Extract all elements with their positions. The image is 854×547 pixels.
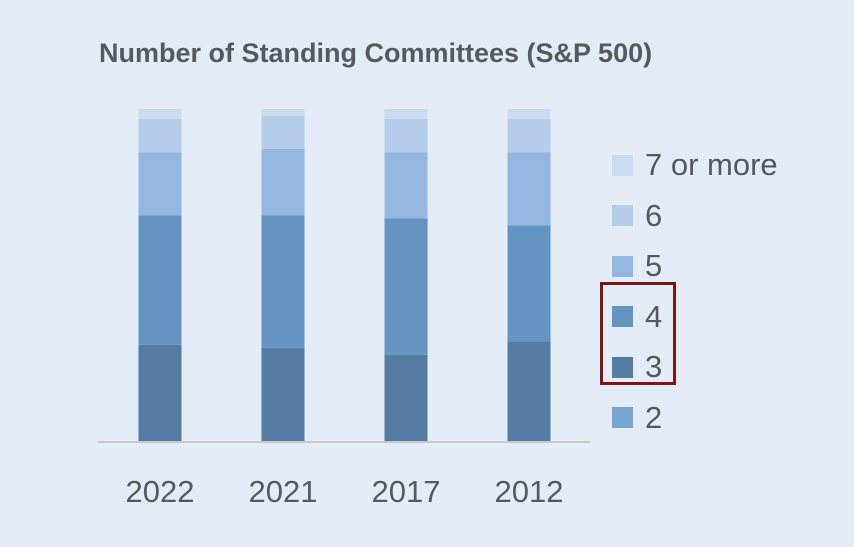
legend-swatch xyxy=(612,255,633,277)
legend-label: 3 xyxy=(645,349,663,385)
bar-segment-2022-4 xyxy=(138,215,182,345)
legend-label: 2 xyxy=(645,399,663,435)
bar-segment-2021-6 xyxy=(261,115,305,149)
bar-segment-2017-3 xyxy=(384,354,428,441)
legend-item: 2 xyxy=(612,393,778,444)
bar-segment-2017-5 xyxy=(384,152,428,219)
legend-label: 5 xyxy=(645,248,663,284)
legend-item: 3 xyxy=(612,342,778,393)
legend-swatch xyxy=(612,306,633,328)
legend-label: 7 or more xyxy=(645,147,778,183)
legend-label: 4 xyxy=(645,298,663,334)
bar-segment-2012-3 xyxy=(507,341,551,441)
x-tick-label: 2012 xyxy=(495,474,564,509)
bar-segment-2021-3 xyxy=(261,348,305,441)
bar-segment-2012-6 xyxy=(507,118,551,153)
legend-item: 5 xyxy=(612,241,778,292)
bar-segment-2017-4 xyxy=(384,218,428,355)
bar-segment-2022-7-or-more xyxy=(138,109,182,119)
legend-swatch xyxy=(612,205,633,227)
chart-title: Number of Standing Committees (S&P 500) xyxy=(99,38,653,68)
bar-segment-2022-5 xyxy=(138,152,182,216)
bar-segment-2012-7-or-more xyxy=(507,109,551,119)
legend-highlight-box xyxy=(600,282,676,385)
bar-segment-2012-5 xyxy=(507,152,551,226)
legend-swatch xyxy=(612,154,633,176)
bar-segment-2021-5 xyxy=(261,148,305,216)
bar-segment-2017-7-or-more xyxy=(384,109,428,119)
legend-swatch xyxy=(612,407,633,429)
bar-segment-2022-3 xyxy=(138,344,182,441)
bar-segment-2012-4 xyxy=(507,225,551,342)
x-tick-label: 2022 xyxy=(126,474,195,509)
chart-legend: 7 or more 6 5 4 3 2 xyxy=(612,140,778,443)
x-tick-label: 2021 xyxy=(249,474,318,509)
bar-segment-2017-6 xyxy=(384,118,428,153)
legend-item: 6 xyxy=(612,191,778,242)
bar-segment-2021-4 xyxy=(261,215,305,349)
x-tick-label: 2017 xyxy=(372,474,441,509)
legend-label: 6 xyxy=(645,197,663,233)
legend-item: 7 or more xyxy=(612,140,778,191)
bar-segment-2021-7-or-more xyxy=(261,109,305,116)
legend-swatch xyxy=(612,356,633,378)
legend-item: 4 xyxy=(612,292,778,343)
bar-segment-2022-6 xyxy=(138,118,182,153)
